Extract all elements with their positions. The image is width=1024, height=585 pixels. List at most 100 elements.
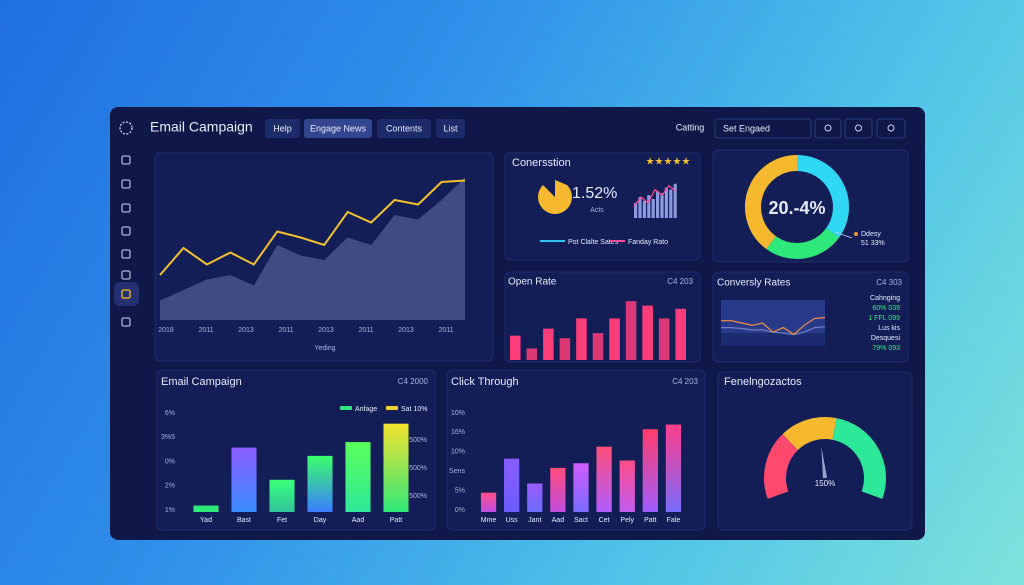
gauge-segment bbox=[831, 418, 886, 499]
legend-label: Sat 10% bbox=[401, 406, 427, 413]
right-label: 500% bbox=[409, 465, 427, 472]
tab-button[interactable] bbox=[436, 119, 465, 138]
search-text: Set Engaed bbox=[723, 123, 770, 133]
sidebar-icon[interactable] bbox=[121, 270, 131, 280]
tab-button[interactable] bbox=[304, 119, 372, 138]
bar bbox=[480, 492, 497, 512]
bar bbox=[609, 318, 620, 360]
filter-label: Catting bbox=[676, 122, 705, 132]
side-label: Cahnging bbox=[870, 295, 900, 302]
tab-label: Engage News bbox=[310, 123, 367, 133]
legend-swatch bbox=[340, 406, 352, 410]
mini-bar bbox=[634, 202, 638, 218]
logo-icon bbox=[119, 121, 133, 135]
bar bbox=[307, 455, 333, 512]
mini-bar bbox=[638, 197, 642, 218]
x-tick-label: Uss bbox=[506, 517, 519, 524]
bar bbox=[596, 446, 612, 512]
y-label: 6% bbox=[165, 410, 175, 417]
pie-slice bbox=[538, 180, 572, 215]
tab-button[interactable] bbox=[377, 119, 431, 138]
mini-bar bbox=[664, 187, 668, 218]
bar bbox=[658, 318, 670, 360]
legend-value: 51 33% bbox=[861, 240, 885, 247]
card-date: C4 203 bbox=[672, 377, 698, 386]
bar bbox=[231, 447, 257, 512]
card-title: Fenelngozactos bbox=[724, 376, 802, 388]
side-label: 79% 093 bbox=[872, 345, 900, 352]
x-tick-label: Yad bbox=[200, 517, 212, 524]
x-tick-label: Jant bbox=[528, 517, 541, 524]
rating-stars: ★★★★★ bbox=[646, 157, 691, 168]
bar bbox=[383, 423, 409, 512]
x-tick-label: 2013 bbox=[318, 327, 334, 334]
sidebar-icon[interactable] bbox=[121, 226, 131, 236]
sidebar-active[interactable] bbox=[114, 282, 139, 306]
bar bbox=[510, 335, 521, 360]
toolbar-button[interactable] bbox=[814, 118, 842, 139]
mini-bar bbox=[642, 200, 646, 218]
mini-bar bbox=[673, 183, 677, 218]
bar bbox=[526, 348, 538, 360]
toolbar-button[interactable] bbox=[844, 118, 873, 139]
toolbar-button[interactable] bbox=[876, 118, 906, 139]
x-tick-label: 2011 bbox=[358, 327, 373, 334]
legend-dot bbox=[854, 232, 858, 236]
x-tick-label: 2011 bbox=[198, 327, 213, 334]
y-label: 0% bbox=[455, 507, 465, 514]
x-tick-label: Fale bbox=[667, 517, 681, 524]
x-tick-label: 2011 bbox=[438, 327, 453, 334]
bar bbox=[675, 308, 686, 360]
gauge-needle bbox=[821, 446, 827, 479]
x-tick-label: Pely bbox=[620, 517, 634, 524]
sidebar-icon[interactable] bbox=[121, 249, 131, 259]
bar bbox=[642, 305, 653, 360]
toolbar-icon bbox=[855, 124, 862, 132]
x-tick-label: 2013 bbox=[238, 327, 254, 334]
card-title: Email Campaign bbox=[161, 376, 242, 388]
bar bbox=[543, 328, 554, 360]
x-tick-label: 2018 bbox=[158, 327, 174, 334]
search-box[interactable] bbox=[714, 118, 812, 139]
x-tick-label: Cet bbox=[599, 517, 610, 524]
rate-line bbox=[721, 316, 826, 336]
side-label: Lus kis bbox=[878, 325, 900, 332]
bar bbox=[625, 301, 637, 360]
bar bbox=[527, 483, 543, 512]
mini-line bbox=[633, 184, 677, 207]
sidebar-icon[interactable] bbox=[121, 179, 131, 189]
y-label: 10% bbox=[451, 449, 465, 456]
card-date: C4 303 bbox=[876, 278, 902, 287]
legend-label: Ddesy bbox=[861, 231, 881, 238]
kpi-value: 1.52% bbox=[572, 185, 617, 202]
x-tick-label: Patt bbox=[390, 517, 403, 524]
x-tick-label: Sact bbox=[574, 517, 588, 524]
sidebar-icon[interactable] bbox=[121, 203, 131, 213]
tab-button[interactable] bbox=[265, 119, 300, 138]
chart-band bbox=[721, 333, 825, 346]
bar bbox=[504, 458, 520, 512]
trend-area bbox=[160, 177, 465, 320]
x-tick-label: Aad bbox=[352, 517, 365, 524]
donut-segment bbox=[766, 227, 840, 259]
donut-segment bbox=[745, 155, 798, 250]
toolbar-icon bbox=[824, 124, 832, 132]
mini-bar bbox=[669, 189, 673, 218]
x-tick-label: Aad bbox=[552, 517, 565, 524]
card-title: Conversly Rates bbox=[717, 278, 790, 289]
x-tick-label: Patt bbox=[644, 517, 657, 524]
card-title: Open Rate bbox=[508, 277, 557, 288]
sidebar-icon[interactable] bbox=[121, 155, 131, 165]
tab-label: Help bbox=[273, 123, 292, 133]
app-title: Email Campaign bbox=[150, 119, 253, 135]
mini-bar bbox=[660, 193, 664, 218]
sidebar-icon[interactable] bbox=[121, 317, 131, 327]
bar bbox=[642, 429, 658, 512]
y-label: 5% bbox=[455, 487, 465, 494]
gauge-segment bbox=[782, 417, 837, 451]
y-label: 10% bbox=[451, 410, 465, 417]
sidebar-icon[interactable] bbox=[121, 289, 131, 299]
tab-label: List bbox=[443, 123, 458, 133]
legend-label: Anfage bbox=[355, 406, 377, 413]
